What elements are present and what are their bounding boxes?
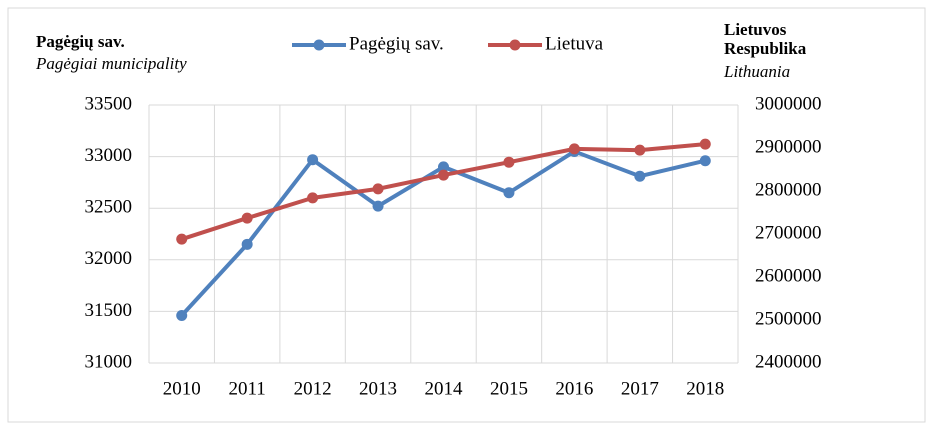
data-point: [372, 183, 384, 195]
y-axis-title: Pagėgių sav.: [36, 32, 125, 51]
x-tick-label: 2012: [294, 378, 332, 399]
data-point: [634, 170, 646, 182]
y2-axis-title: Respublika: [724, 39, 807, 58]
legend-label: Lietuva: [545, 33, 604, 54]
y2-tick-label: 2900000: [755, 136, 822, 157]
legend-marker: [509, 39, 521, 51]
data-point: [241, 212, 253, 224]
y-tick-label: 31000: [85, 351, 133, 372]
data-point: [438, 161, 449, 173]
data-point: [176, 310, 188, 322]
y2-tick-label: 3000000: [755, 93, 822, 114]
y-axis-subtitle: Pagėgiai municipality: [35, 54, 187, 73]
data-point: [241, 238, 253, 250]
x-tick-label: 2017: [621, 378, 659, 399]
y2-axis-title: Lietuvos: [724, 20, 787, 39]
data-point: [307, 154, 319, 166]
x-tick-label: 2010: [163, 378, 201, 399]
y-tick-label: 33000: [85, 145, 133, 166]
chart-frame: [7, 7, 926, 423]
y-tick-label: 31500: [85, 300, 133, 321]
data-point: [438, 169, 449, 181]
legend-marker: [313, 39, 325, 51]
x-tick-label: 2015: [490, 378, 528, 399]
data-point: [568, 143, 580, 155]
x-tick-label: 2014: [425, 378, 464, 399]
y2-tick-label: 2500000: [755, 308, 822, 329]
data-point: [699, 155, 711, 167]
y-tick-label: 33500: [85, 93, 133, 114]
data-point: [634, 144, 646, 156]
y2-tick-label: 2600000: [755, 265, 822, 286]
x-tick-label: 2016: [555, 378, 593, 399]
y2-tick-label: 2800000: [755, 179, 822, 200]
x-tick-label: 2011: [229, 378, 266, 399]
data-point: [372, 200, 384, 212]
y-tick-label: 32500: [85, 197, 133, 218]
y2-tick-label: 2700000: [755, 222, 822, 243]
data-point: [699, 138, 711, 150]
y2-tick-label: 2400000: [755, 351, 822, 372]
data-point: [503, 187, 515, 199]
data-point: [176, 233, 188, 245]
x-tick-label: 2013: [359, 378, 397, 399]
data-point: [503, 156, 515, 168]
x-tick-label: 2018: [686, 378, 724, 399]
data-point: [307, 192, 319, 204]
y2-axis-subtitle: Lithuania: [723, 62, 790, 81]
y-tick-label: 32000: [85, 248, 133, 269]
legend-label: Pagėgių sav.: [349, 33, 444, 54]
